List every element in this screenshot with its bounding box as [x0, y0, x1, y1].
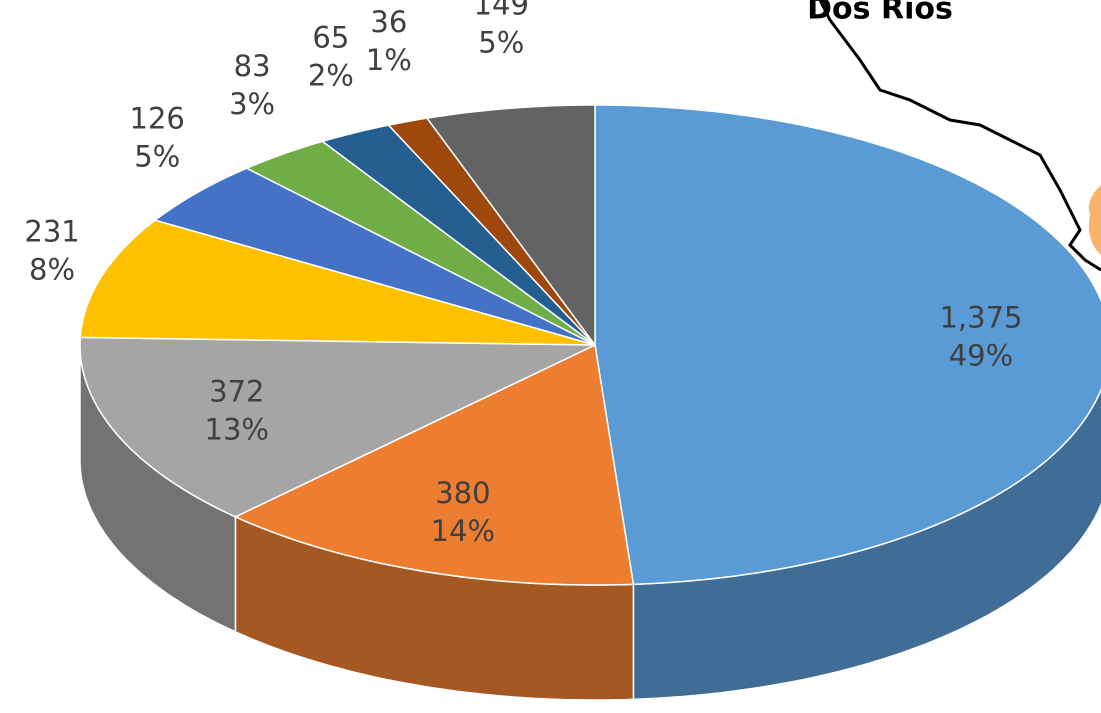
- slice: [79, 219, 596, 346]
- percent-label: 3%: [229, 87, 275, 121]
- map-shape: [1088, 185, 1101, 255]
- percent-label: 1%: [366, 43, 412, 77]
- slice: [79, 336, 596, 518]
- slice: [233, 343, 635, 586]
- percent-label: 5%: [478, 25, 524, 59]
- value-label: 231: [24, 215, 79, 249]
- slice: [425, 104, 596, 348]
- value-label: 380: [435, 476, 490, 510]
- value-label: 36: [370, 5, 407, 39]
- percent-label: 13%: [205, 412, 269, 446]
- percent-label: 49%: [949, 338, 1013, 372]
- map-label: Dos Ríos: [807, 0, 953, 27]
- value-label: 126: [130, 101, 185, 135]
- value-label: 1,375: [939, 300, 1022, 334]
- percent-label: 8%: [29, 253, 75, 287]
- slice: [387, 117, 596, 346]
- percent-label: 5%: [134, 139, 180, 173]
- slice: [320, 124, 596, 346]
- slice: [244, 140, 596, 346]
- percent-label: 2%: [308, 58, 354, 92]
- value-label: 149: [474, 0, 529, 21]
- slice: [594, 104, 1101, 586]
- value-label: 83: [234, 49, 271, 83]
- slice: [153, 167, 596, 346]
- value-label: 372: [209, 374, 264, 408]
- percent-label: 14%: [431, 514, 495, 548]
- river: [818, 0, 1101, 272]
- value-label: 65: [312, 20, 349, 54]
